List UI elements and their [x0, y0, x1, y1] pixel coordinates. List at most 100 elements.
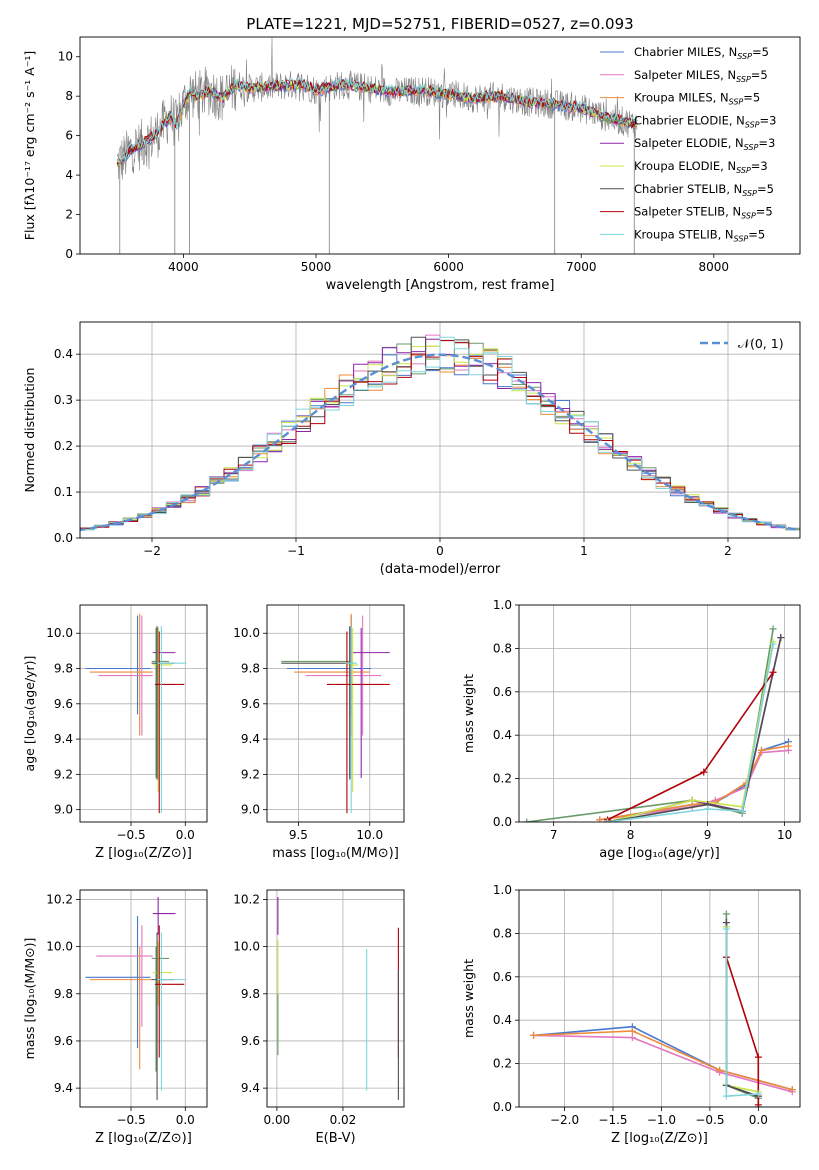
legend-label: Salpeter ELODIE, NSSP=3 — [634, 136, 775, 152]
mass-weight-line — [533, 1030, 793, 1091]
y-tick-label: 8 — [65, 89, 73, 103]
model-spectrum — [116, 78, 638, 164]
axes-frame — [266, 889, 405, 1108]
x-tick-label: 10.0 — [356, 828, 383, 842]
axes-frame — [79, 889, 208, 1108]
x-tick-label: 7 — [550, 828, 558, 842]
y-tick-label: 10.2 — [46, 892, 73, 906]
data-point-marker — [738, 807, 746, 815]
y-axis-label: mass [log₁₀(M/M⊙)] — [22, 938, 37, 1060]
y-tick-label: 9.6 — [241, 1034, 260, 1048]
normal-curve — [80, 353, 800, 532]
x-tick-label: 0 — [436, 544, 444, 558]
y-axis-label: age [log₁₀(age/yr)] — [22, 656, 37, 772]
y-tick-label: 9.4 — [54, 1081, 73, 1095]
plot-area — [80, 605, 207, 822]
data-point-marker — [754, 1101, 762, 1107]
y-tick-label: 0.0 — [493, 815, 512, 829]
x-tick-label: −2.0 — [550, 1113, 579, 1127]
plot-area — [80, 890, 207, 1107]
y-tick-label: 10.0 — [46, 626, 73, 640]
plot-area — [116, 37, 638, 254]
plot-massweight-vs-age: 7 8 9 10 0.0 0.2 0.4 0.6 0.8 1.0 age [log₁₀(age/yr… — [461, 598, 801, 861]
data-point-marker — [604, 818, 612, 822]
data-point-marker — [758, 746, 766, 754]
x-tick-label: −0.5 — [695, 1113, 724, 1127]
y-tick-label: 0.1 — [54, 485, 73, 499]
x-axis-label: Z [log₁₀(Z/Z⊙)] — [95, 1131, 192, 1146]
figure-title: PLATE=1221, MJD=52751, FIBERID=0527, z=0… — [246, 15, 633, 33]
x-tick-label: 2 — [724, 544, 732, 558]
legend-label: Kroupa MILES, NSSP=5 — [634, 91, 760, 107]
mass-weight-line — [607, 637, 782, 822]
y-tick-label: 1.0 — [493, 598, 512, 612]
mass-weight-line — [725, 957, 760, 1105]
x-axis-label: Z [log₁₀(Z/Z⊙)] — [611, 1131, 708, 1146]
data-point-marker — [596, 816, 604, 822]
plot-mass-vs-ebv: 0.00 0.02 9.4 9.6 9.8 10.0 10.2 E(B-V) — [233, 889, 405, 1146]
x-tick-label: 1 — [580, 544, 588, 558]
y-tick-label: 10.0 — [233, 940, 260, 954]
legend-label: Kroupa STELIB, NSSP=5 — [634, 227, 765, 243]
y-tick-label: 9.0 — [241, 803, 260, 817]
data-point-marker — [722, 925, 730, 933]
x-axis-label: E(B-V) — [315, 1131, 355, 1146]
x-tick-label: −1.5 — [598, 1113, 627, 1127]
data-point-marker — [769, 640, 777, 648]
x-axis-label: age [log₁₀(age/yr)] — [599, 846, 720, 861]
y-tick-label: 10.0 — [46, 940, 73, 954]
data-point-marker — [722, 910, 730, 918]
x-tick-label: −1.0 — [647, 1113, 676, 1127]
legend-label: Salpeter MILES, NSSP=5 — [634, 68, 768, 84]
data-point-marker — [700, 768, 708, 776]
data-point-marker — [628, 1034, 636, 1042]
x-axis-label: mass [log₁₀(M/M⊙)] — [272, 846, 399, 861]
mass-weight-line — [725, 929, 759, 1097]
x-tick-label: 6000 — [433, 260, 464, 274]
y-tick-label: 0.0 — [493, 1100, 512, 1114]
x-tick-label: 10 — [777, 828, 792, 842]
y-tick-label: 9.2 — [54, 767, 73, 781]
plot-mass-vs-Z: −0.5 0.0 9.4 9.6 9.8 10.0 10.2 Z [log₁₀(Z/Z⊙)] m… — [22, 889, 208, 1146]
y-tick-label: 0.4 — [54, 347, 73, 361]
x-tick-label: 7000 — [566, 260, 597, 274]
y-tick-label: 0.4 — [493, 1013, 512, 1027]
x-tick-label: 8 — [627, 828, 635, 842]
data-point-marker — [704, 805, 712, 813]
y-tick-label: 9.6 — [54, 697, 73, 711]
y-axis-label: mass weight — [461, 674, 476, 753]
x-axis-label: (data-model)/error — [380, 562, 501, 577]
y-tick-label: 9.4 — [54, 732, 73, 746]
x-tick-label: 4000 — [168, 260, 199, 274]
plot-age-vs-Z: −0.5 0.0 9.0 9.2 9.4 9.6 9.8 10.0 Z [log₁₀(Z/Z⊙)… — [22, 604, 208, 861]
axes-frame — [79, 321, 801, 539]
plot-massweight-vs-Z: −2.0 −1.5 −1.0 −0.5 0.0 0.0 0.2 0.4 0.6 0.8 1.0 Z [… — [461, 883, 801, 1146]
y-tick-label: 0.4 — [493, 728, 512, 742]
y-tick-label: 9.8 — [241, 987, 260, 1001]
data-point-marker — [754, 1053, 762, 1061]
y-axis-label: mass weight — [461, 959, 476, 1038]
x-tick-label: 0.00 — [264, 1113, 291, 1127]
y-tick-label: 9.8 — [54, 662, 73, 676]
y-tick-label: 0.2 — [493, 1057, 512, 1071]
axes-frame — [266, 604, 405, 823]
data-point-marker — [788, 1086, 796, 1094]
mass-weight-line — [607, 637, 782, 822]
plot-area — [519, 890, 800, 1107]
mass-weight-line — [533, 1034, 793, 1093]
x-tick-label: 8000 — [699, 260, 730, 274]
x-tick-label: 0.0 — [749, 1113, 768, 1127]
mass-weight-line — [607, 671, 774, 821]
plot-area — [267, 605, 404, 822]
y-tick-label: 9.8 — [54, 987, 73, 1001]
data-point-marker — [628, 1027, 636, 1035]
data-point-marker — [523, 818, 531, 822]
y-tick-label: 0.8 — [493, 641, 512, 655]
x-tick-label: −0.5 — [116, 1113, 145, 1127]
legend-label: 𝒩(0, 1) — [738, 336, 784, 351]
data-point-marker — [754, 1090, 762, 1098]
y-tick-label: 9.8 — [241, 662, 260, 676]
x-tick-label: 0.02 — [330, 1113, 357, 1127]
